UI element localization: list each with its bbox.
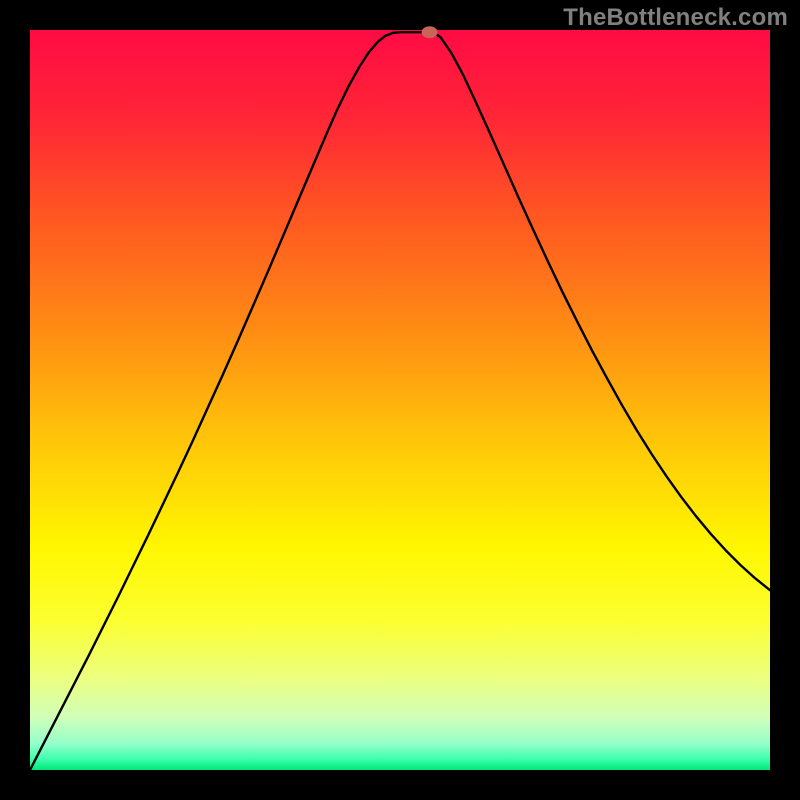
plot-background — [30, 30, 770, 770]
chart-container: TheBottleneck.com — [0, 0, 800, 800]
optimal-point-marker — [422, 26, 438, 38]
bottleneck-chart — [0, 0, 800, 800]
watermark-text: TheBottleneck.com — [563, 4, 788, 32]
